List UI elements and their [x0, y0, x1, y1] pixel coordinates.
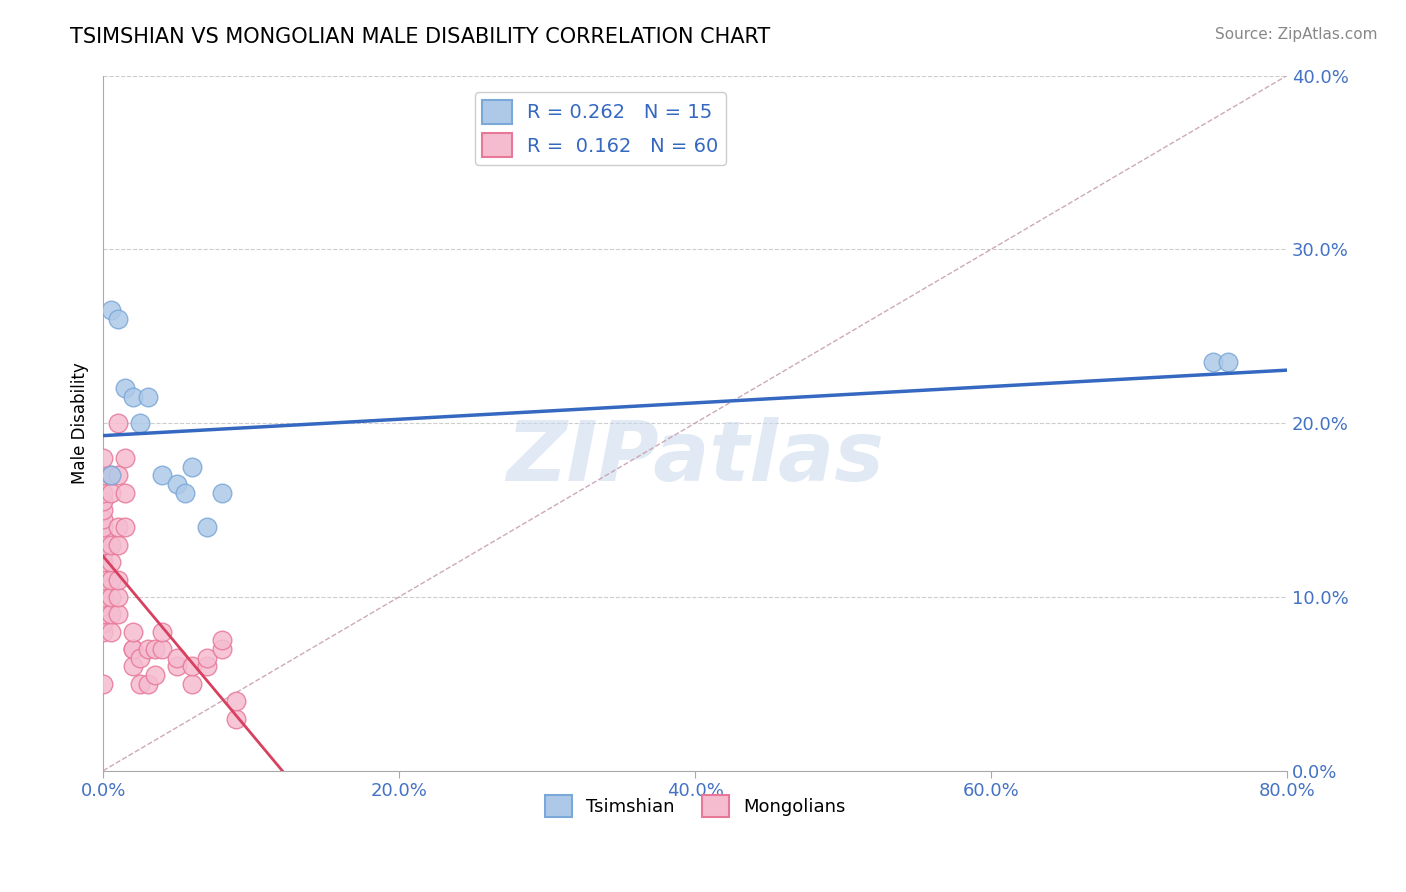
Point	[91, 555, 114, 569]
Point	[100, 468, 122, 483]
Point	[166, 659, 188, 673]
Text: Source: ZipAtlas.com: Source: ZipAtlas.com	[1215, 27, 1378, 42]
Point	[114, 485, 136, 500]
Point	[195, 520, 218, 534]
Point	[107, 590, 129, 604]
Point	[181, 459, 204, 474]
Point	[195, 659, 218, 673]
Point	[100, 624, 122, 639]
Point	[1216, 355, 1239, 369]
Point	[91, 590, 114, 604]
Point	[91, 599, 114, 613]
Point	[225, 694, 247, 708]
Point	[107, 520, 129, 534]
Point	[91, 468, 114, 483]
Point	[107, 468, 129, 483]
Point	[150, 468, 173, 483]
Point	[91, 494, 114, 508]
Point	[181, 677, 204, 691]
Point	[91, 581, 114, 595]
Point	[107, 311, 129, 326]
Point	[195, 650, 218, 665]
Point	[211, 642, 233, 657]
Text: ZIPatlas: ZIPatlas	[506, 417, 884, 499]
Point	[114, 520, 136, 534]
Point	[181, 659, 204, 673]
Point	[129, 650, 152, 665]
Point	[143, 642, 166, 657]
Point	[91, 607, 114, 622]
Point	[107, 573, 129, 587]
Point	[100, 607, 122, 622]
Point	[121, 659, 143, 673]
Point	[91, 615, 114, 630]
Point	[166, 650, 188, 665]
Point	[91, 485, 114, 500]
Point	[107, 416, 129, 430]
Point	[121, 390, 143, 404]
Point	[121, 642, 143, 657]
Point	[166, 477, 188, 491]
Point	[91, 503, 114, 517]
Point	[1202, 355, 1225, 369]
Point	[91, 538, 114, 552]
Point	[211, 633, 233, 648]
Point	[143, 668, 166, 682]
Point	[100, 555, 122, 569]
Point	[114, 450, 136, 465]
Point	[91, 677, 114, 691]
Point	[91, 511, 114, 525]
Point	[100, 468, 122, 483]
Point	[121, 624, 143, 639]
Point	[129, 416, 152, 430]
Point	[136, 677, 159, 691]
Point	[91, 546, 114, 560]
Point	[114, 381, 136, 395]
Point	[91, 520, 114, 534]
Point	[100, 485, 122, 500]
Point	[150, 624, 173, 639]
Point	[173, 485, 195, 500]
Point	[100, 538, 122, 552]
Point	[150, 642, 173, 657]
Point	[136, 390, 159, 404]
Point	[211, 485, 233, 500]
Point	[107, 607, 129, 622]
Legend: Tsimshian, Mongolians: Tsimshian, Mongolians	[537, 788, 853, 824]
Point	[100, 573, 122, 587]
Point	[129, 677, 152, 691]
Point	[91, 529, 114, 543]
Point	[91, 624, 114, 639]
Point	[225, 712, 247, 726]
Text: TSIMSHIAN VS MONGOLIAN MALE DISABILITY CORRELATION CHART: TSIMSHIAN VS MONGOLIAN MALE DISABILITY C…	[70, 27, 770, 46]
Point	[91, 564, 114, 578]
Point	[91, 573, 114, 587]
Point	[107, 538, 129, 552]
Point	[100, 590, 122, 604]
Y-axis label: Male Disability: Male Disability	[72, 362, 89, 484]
Point	[121, 642, 143, 657]
Point	[100, 303, 122, 318]
Point	[136, 642, 159, 657]
Point	[91, 450, 114, 465]
